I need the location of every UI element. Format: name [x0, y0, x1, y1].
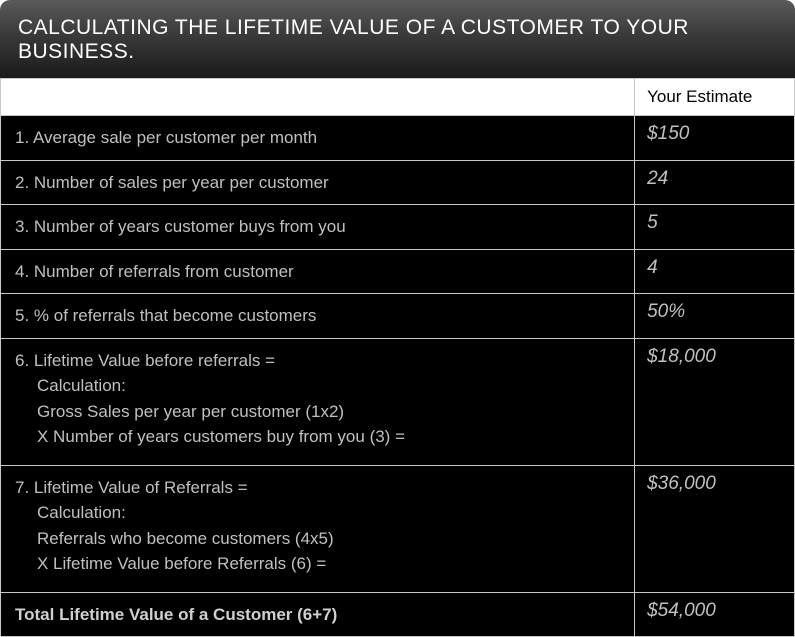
- calc7-line4: X Lifetime Value before Referrals (6) =: [15, 551, 620, 577]
- header-title: CALCULATING THE LIFETIME VALUE OF A CUST…: [18, 16, 689, 63]
- table-row: 2. Number of sales per year per customer…: [1, 160, 795, 205]
- row-estimate: 5: [635, 205, 795, 250]
- calc7-line2: Calculation:: [15, 500, 620, 526]
- calc6-line4: X Number of years customers buy from you…: [15, 424, 620, 450]
- calc6-line1: 6. Lifetime Value before referrals =: [15, 351, 275, 370]
- row-label: 4. Number of referrals from customer: [1, 249, 635, 294]
- table-row: 5. % of referrals that become customers …: [1, 294, 795, 339]
- row-estimate: $150: [635, 116, 795, 161]
- table-row-calc7: 7. Lifetime Value of Referrals = Calcula…: [1, 465, 795, 592]
- row-estimate: $36,000: [635, 465, 795, 592]
- table-row: 3. Number of years customer buys from yo…: [1, 205, 795, 250]
- ltv-table: Your Estimate 1. Average sale per custom…: [0, 78, 795, 637]
- header-bar: CALCULATING THE LIFETIME VALUE OF A CUST…: [0, 0, 795, 78]
- table-row: 1. Average sale per customer per month $…: [1, 116, 795, 161]
- table-row-total: Total Lifetime Value of a Customer (6+7)…: [1, 592, 795, 637]
- total-label: Total Lifetime Value of a Customer (6+7): [1, 592, 635, 637]
- row-label: 2. Number of sales per year per customer: [1, 160, 635, 205]
- row-estimate: 24: [635, 160, 795, 205]
- row-label: 7. Lifetime Value of Referrals = Calcula…: [1, 465, 635, 592]
- col-header-blank: [1, 79, 635, 116]
- row-label: 1. Average sale per customer per month: [1, 116, 635, 161]
- calc6-line3: Gross Sales per year per customer (1x2): [15, 399, 620, 425]
- row-estimate: $18,000: [635, 338, 795, 465]
- col-header-estimate: Your Estimate: [635, 79, 795, 116]
- row-estimate: 50%: [635, 294, 795, 339]
- spacer: [15, 450, 620, 456]
- calc7-line1: 7. Lifetime Value of Referrals =: [15, 478, 248, 497]
- calc7-line3: Referrals who become customers (4x5): [15, 526, 620, 552]
- table-header-row: Your Estimate: [1, 79, 795, 116]
- row-label: 3. Number of years customer buys from yo…: [1, 205, 635, 250]
- row-label: 6. Lifetime Value before referrals = Cal…: [1, 338, 635, 465]
- table-row-calc6: 6. Lifetime Value before referrals = Cal…: [1, 338, 795, 465]
- row-estimate: 4: [635, 249, 795, 294]
- row-label: 5. % of referrals that become customers: [1, 294, 635, 339]
- ltv-worksheet: CALCULATING THE LIFETIME VALUE OF A CUST…: [0, 0, 795, 615]
- table-row: 4. Number of referrals from customer 4: [1, 249, 795, 294]
- spacer: [15, 577, 620, 583]
- total-estimate: $54,000: [635, 592, 795, 637]
- calc6-line2: Calculation:: [15, 373, 620, 399]
